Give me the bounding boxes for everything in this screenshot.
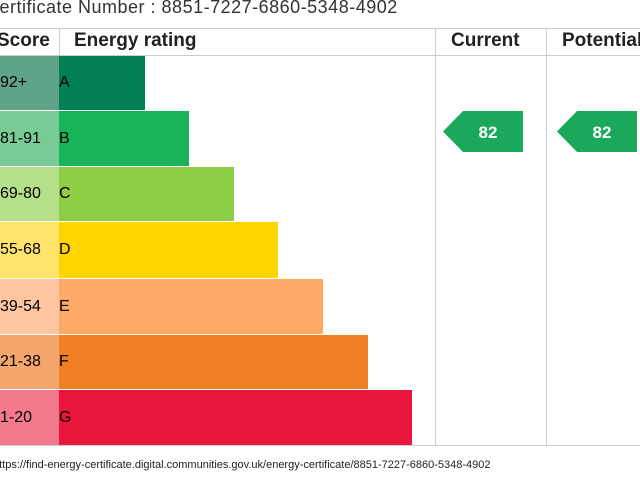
rating-bar: C: [59, 167, 234, 221]
band-letter: F: [59, 353, 69, 370]
score-label: 55-68: [0, 241, 41, 258]
band-letter: D: [59, 241, 71, 258]
score-cell: 39-54: [0, 279, 59, 334]
rating-bar: D: [59, 222, 278, 278]
band-letter: B: [59, 130, 70, 147]
current-value: 82: [479, 123, 498, 142]
score-header: Score: [0, 30, 50, 51]
score-label: 92+: [0, 74, 28, 91]
score-label: 81-91: [0, 130, 41, 147]
divider: [0, 28, 640, 29]
divider: [0, 445, 640, 446]
band-letter: A: [59, 74, 70, 91]
divider: [0, 55, 640, 56]
certificate-number: Certificate Number : 8851-7227-6860-5348…: [0, 0, 398, 17]
rating-bar: F: [59, 335, 368, 389]
band-letter: C: [59, 185, 71, 202]
score-cell: 55-68: [0, 222, 59, 278]
score-cell: 21-38: [0, 335, 59, 389]
rating-bar: A: [59, 56, 145, 110]
score-cell: 1-20: [0, 390, 59, 445]
rating-bar: G: [59, 390, 412, 445]
score-label: 39-54: [0, 298, 41, 315]
score-cell: 69-80: [0, 167, 59, 221]
divider: [435, 28, 436, 446]
potential-arrow: [557, 111, 637, 152]
band-letter: E: [59, 298, 70, 315]
divider: [546, 28, 547, 446]
potential-value: 82: [593, 123, 612, 142]
potential-header: Potential: [562, 30, 640, 51]
score-cell: 92+: [0, 56, 59, 110]
score-cell: 81-91: [0, 111, 59, 166]
band-letter: G: [59, 409, 72, 426]
certificate-url: https://find-energy-certificate.digital.…: [0, 459, 491, 471]
rating-bar: B: [59, 111, 189, 166]
rating-header: Energy rating: [74, 30, 197, 51]
current-header: Current: [451, 30, 520, 51]
rating-bar: E: [59, 279, 323, 334]
score-label: 21-38: [0, 353, 41, 370]
score-label: 69-80: [0, 185, 41, 202]
score-label: 1-20: [0, 409, 33, 426]
current-arrow: [443, 111, 523, 152]
divider: [59, 28, 60, 56]
